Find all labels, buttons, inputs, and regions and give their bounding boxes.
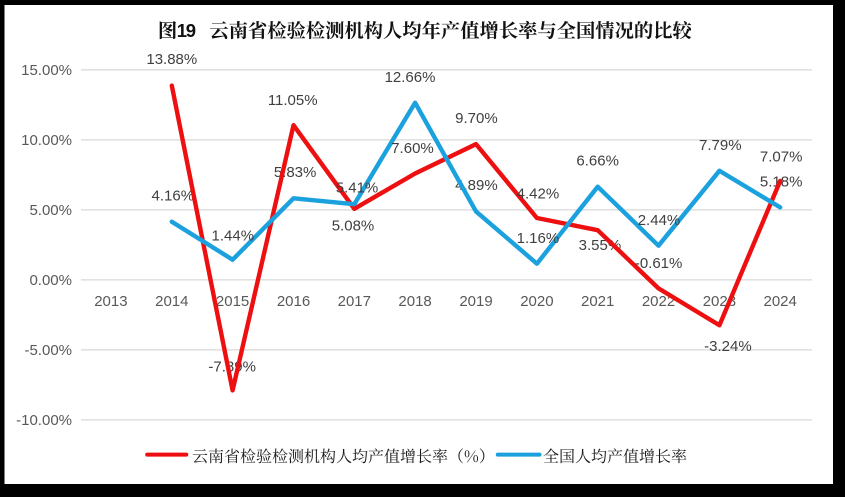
- svg-text:5.41%: 5.41%: [336, 180, 379, 197]
- svg-text:2013: 2013: [94, 293, 127, 310]
- svg-text:7.79%: 7.79%: [699, 137, 742, 154]
- svg-text:15.00%: 15.00%: [21, 62, 72, 79]
- svg-text:1.44%: 1.44%: [212, 227, 255, 244]
- svg-text:19: 19: [177, 20, 196, 41]
- svg-text:-3.24%: -3.24%: [704, 338, 752, 355]
- svg-text:12.66%: 12.66%: [385, 69, 436, 86]
- svg-text:-0.61%: -0.61%: [635, 255, 683, 272]
- svg-text:1.16%: 1.16%: [517, 230, 560, 247]
- svg-text:2017: 2017: [338, 293, 371, 310]
- svg-text:2018: 2018: [398, 293, 431, 310]
- svg-text:2021: 2021: [581, 293, 614, 310]
- svg-text:-7.89%: -7.89%: [208, 359, 256, 376]
- svg-text:-5.00%: -5.00%: [24, 342, 72, 359]
- svg-text:5.08%: 5.08%: [332, 217, 375, 234]
- svg-text:5.00%: 5.00%: [29, 202, 72, 219]
- svg-text:2019: 2019: [459, 293, 492, 310]
- svg-text:4.16%: 4.16%: [152, 188, 195, 205]
- svg-text:2022: 2022: [642, 293, 675, 310]
- svg-text:2015: 2015: [216, 293, 249, 310]
- svg-text:11.05%: 11.05%: [268, 92, 318, 109]
- svg-text:2016: 2016: [277, 293, 310, 310]
- svg-text:4.42%: 4.42%: [517, 186, 560, 203]
- svg-text:2024: 2024: [764, 293, 797, 310]
- svg-text:2014: 2014: [155, 293, 188, 310]
- svg-text:13.88%: 13.88%: [146, 51, 197, 68]
- svg-text:-10.00%: -10.00%: [16, 412, 72, 429]
- svg-text:10.00%: 10.00%: [21, 132, 72, 149]
- svg-text:9.70%: 9.70%: [455, 110, 498, 127]
- svg-text:0.00%: 0.00%: [29, 272, 72, 289]
- svg-text:6.66%: 6.66%: [576, 153, 619, 170]
- svg-text:7.60%: 7.60%: [391, 140, 434, 157]
- svg-text:2020: 2020: [520, 293, 553, 310]
- svg-text:2.44%: 2.44%: [638, 212, 681, 229]
- svg-text:7.07%: 7.07%: [760, 149, 803, 166]
